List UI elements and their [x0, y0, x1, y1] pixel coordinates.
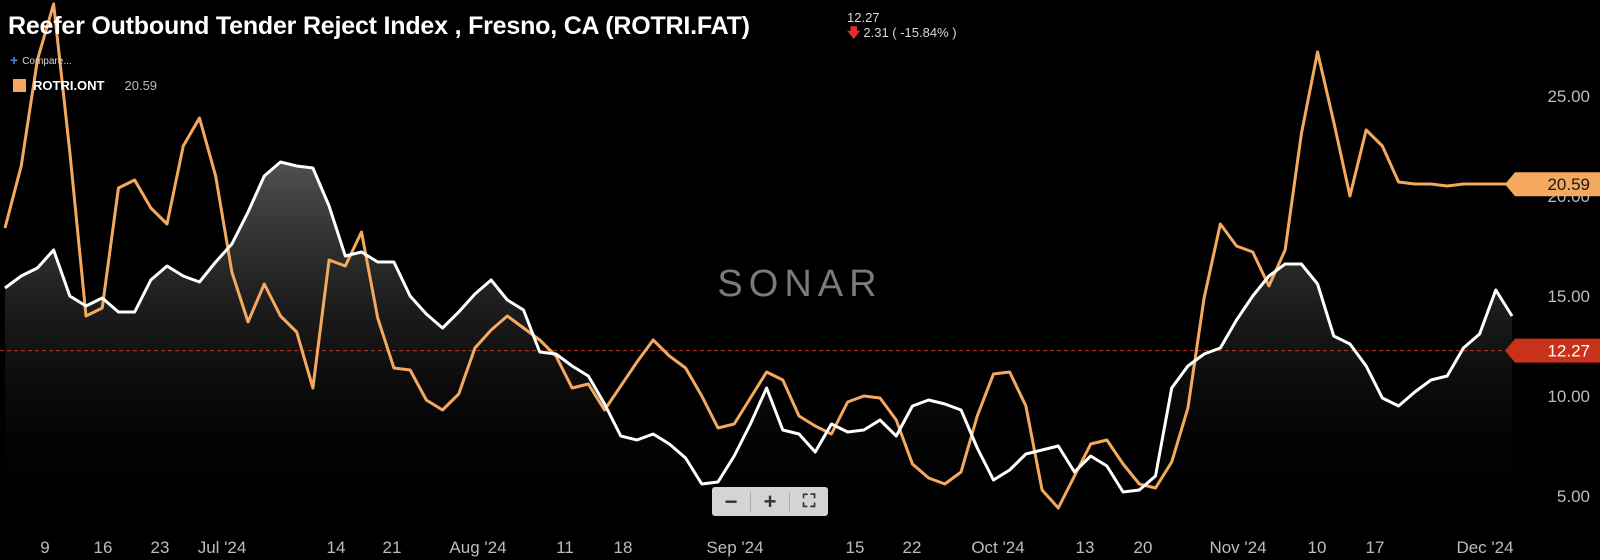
- x-tick-label: 15: [846, 538, 865, 557]
- x-tick-label: Nov '24: [1209, 538, 1266, 557]
- y-tick-label: 10.00: [1547, 387, 1590, 406]
- x-tick-label: 21: [383, 538, 402, 557]
- x-tick-label: Dec '24: [1456, 538, 1513, 557]
- legend-swatch: [13, 79, 26, 92]
- last-value-tag-rotri-fat-text: 12.27: [1547, 342, 1590, 361]
- zoom-in-button[interactable]: +: [763, 489, 777, 514]
- last-value-tag-rotri-ont-text: 20.59: [1547, 175, 1590, 194]
- x-tick-label: 16: [94, 538, 113, 557]
- last-value: 12.27: [847, 10, 880, 25]
- legend-item-rotri-ont[interactable]: ROTRI.ONT 20.59: [13, 78, 157, 93]
- x-tick-label: 10: [1308, 538, 1327, 557]
- x-tick-label: 14: [327, 538, 346, 557]
- legend-name: ROTRI.ONT: [33, 78, 105, 93]
- fullscreen-button[interactable]: ⛶: [802, 491, 816, 511]
- x-tick-label: 13: [1076, 538, 1095, 557]
- x-tick-label: Jul '24: [198, 538, 247, 557]
- x-tick-label: 17: [1366, 538, 1385, 557]
- series-line-rotri-fat: [4, 160, 1514, 494]
- y-tick-label: 15.00: [1547, 287, 1590, 306]
- quote-block: 12.27 🡇 2.31 ( -15.84% ): [847, 10, 957, 40]
- x-tick-label: Aug '24: [449, 538, 506, 557]
- change-value: 🡇 2.31 ( -15.84% ): [847, 25, 957, 40]
- chart-title: Reefer Outbound Tender Reject Index , Fr…: [8, 12, 750, 40]
- plus-icon: +: [10, 52, 19, 68]
- series-area-rotri-fat: [5, 162, 1512, 520]
- zoom-divider: [789, 491, 790, 512]
- change-text: 2.31 ( -15.84% ): [863, 25, 957, 40]
- legend-value: 20.59: [124, 78, 158, 93]
- zoom-controls: − + ⛶: [712, 487, 828, 516]
- zoom-divider: [750, 491, 751, 512]
- x-tick-label: 9: [40, 538, 49, 557]
- y-tick-label: 5.00: [1557, 487, 1590, 506]
- x-tick-label: 18: [614, 538, 633, 557]
- last-value-tag-rotri-fat: 12.27: [1505, 338, 1600, 363]
- x-tick-label: Sep '24: [706, 538, 763, 557]
- last-value-tags: 20.59 12.27: [1505, 172, 1600, 363]
- compare-button[interactable]: + Compare...: [10, 52, 72, 68]
- zoom-out-button[interactable]: −: [724, 489, 738, 514]
- x-tick-label: 20: [1134, 538, 1153, 557]
- sonar-watermark: SONAR: [717, 263, 882, 305]
- series-line-rotri-ont: [3, 2, 1512, 510]
- down-arrow-icon: 🡇: [847, 25, 861, 40]
- y-tick-label: 25.00: [1547, 87, 1590, 106]
- x-tick-label: 22: [903, 538, 922, 557]
- compare-label: Compare...: [22, 56, 72, 67]
- x-tick-label: 23: [151, 538, 170, 557]
- x-axis: 9 16 23 Jul '24 14 21 Aug '24 11 18 Sep '24 15 22 Oc…: [40, 538, 1513, 557]
- last-value-tag-rotri-ont: 20.59: [1505, 172, 1600, 197]
- x-tick-label: Oct '24: [971, 538, 1024, 557]
- x-tick-label: 11: [556, 538, 574, 557]
